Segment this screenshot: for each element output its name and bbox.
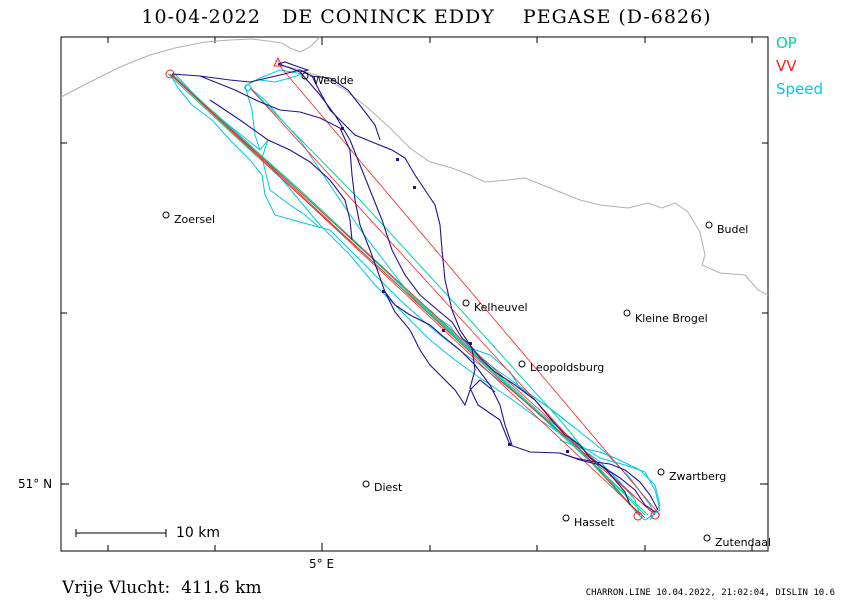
place-label-kleine-brogel: Kleine Brogel [635,312,708,325]
longitude-label: 5° E [309,557,335,571]
scale-label: 10 km [176,525,221,541]
place-label-kelheuvel: Kelheuvel [474,301,528,314]
place-marker-diest [362,480,370,488]
place-label-budel: Budel [717,223,748,236]
legend-speed: Speed [776,80,824,98]
op-tracks [167,73,649,517]
map-ticks [61,37,768,551]
place-marker-budel [705,221,713,229]
place-label-zoersel: Zoersel [174,213,215,226]
national-border-east [274,59,769,296]
place-label-zwartberg: Zwartberg [669,470,726,483]
scale-bar [75,529,167,537]
distance-label: Vrije Vlucht: 411.6 km [62,578,262,598]
place-marker-hasselt [562,514,570,522]
legend-op: OP [776,34,797,52]
place-marker-zwartberg [657,468,665,476]
place-marker-zutendaal [703,534,711,542]
place-label-zutendaal: Zutendaal [715,536,771,549]
vv-lines [169,63,661,519]
flight-track [171,61,659,513]
latitude-label: 51° N [18,477,53,491]
track-markers [341,127,569,453]
place-marker-leopoldsburg [518,360,526,368]
legend-vv: VV [776,57,797,75]
vv-markers [165,56,660,521]
start-marker [243,83,253,92]
place-marker-weelde [301,72,309,80]
credit-label: CHARRON.LINE 10.04.2022, 21:02:04, DISLI… [585,588,835,598]
place-label-hasselt: Hasselt [574,516,615,529]
map-title: 10-04-2022 DE CONINCK EDDY PEGASE (D-682… [141,6,712,28]
place-label-weelde: Weelde [313,74,354,87]
place-marker-kleine-brogel [623,309,631,317]
map-frame [60,36,769,552]
place-marker-kelheuvel [462,299,470,307]
place-label-leopoldsburg: Leopoldsburg [530,361,604,374]
place-marker-zoersel [162,211,170,219]
place-markers [162,72,713,542]
national-border [60,36,321,98]
place-label-diest: Diest [374,481,403,494]
